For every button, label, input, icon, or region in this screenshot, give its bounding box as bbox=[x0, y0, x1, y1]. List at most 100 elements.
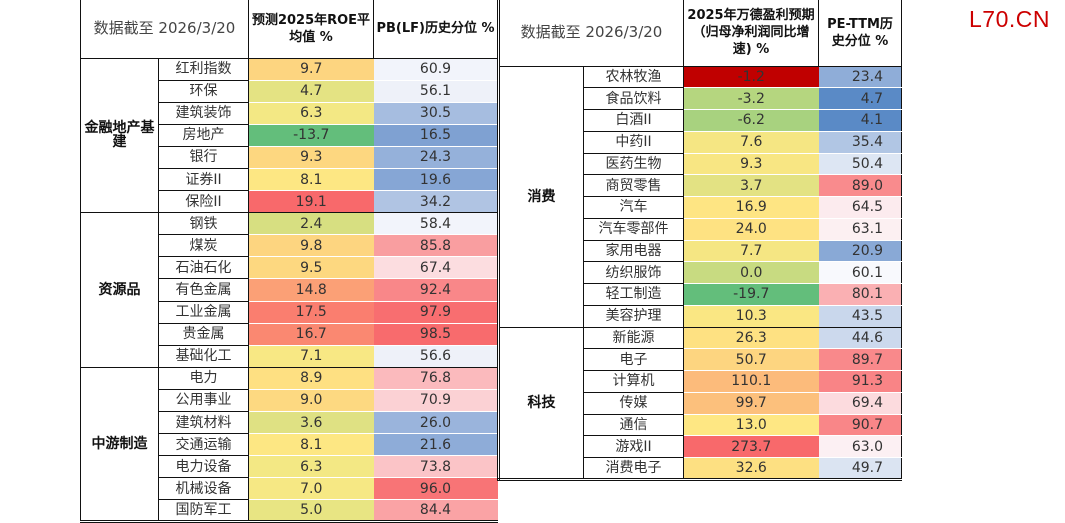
industry-name: 公用事业 bbox=[158, 389, 249, 413]
industry-name: 食品饮料 bbox=[583, 87, 684, 110]
table-row: 资源品 钢铁 2.4 58.4 bbox=[80, 212, 498, 368]
industry-name: 机械设备 bbox=[158, 477, 249, 501]
industry-name: 传媒 bbox=[583, 392, 684, 415]
table-row: 科技 新能源 26.3 44.6 bbox=[498, 327, 902, 480]
date-label: 数据截至 2026/3/20 bbox=[80, 0, 249, 59]
value-cell-growth: 273.7 bbox=[683, 435, 819, 458]
value-cell-pb: 76.8 bbox=[373, 367, 498, 390]
industry-name: 基础化工 bbox=[158, 345, 249, 368]
metric-header-2: PB(LF)历史分位 % bbox=[373, 0, 498, 59]
value-cell-pe: 63.1 bbox=[818, 218, 902, 240]
metric-header-1: 2025年万德盈利预期（归母净利润同比增速) % bbox=[683, 0, 819, 67]
value-cell-pb: 96.0 bbox=[373, 477, 498, 500]
industry-name: 纺织服饰 bbox=[583, 261, 684, 284]
watermark-logo: L70.CN bbox=[969, 6, 1050, 32]
industry-name: 建筑装饰 bbox=[158, 102, 249, 125]
value-cell-growth: -6.2 bbox=[683, 109, 819, 132]
table-row: 家用电器 7.7 20.9 bbox=[499, 240, 902, 263]
value-cell-pb: 97.9 bbox=[373, 301, 498, 324]
sector-group-label: 资源品 bbox=[80, 212, 159, 368]
value-cell-pb: 58.4 bbox=[373, 212, 498, 235]
value-cell-roe: 8.1 bbox=[248, 168, 374, 191]
value-cell-pb: 60.9 bbox=[373, 58, 498, 81]
value-cell-pe: 44.6 bbox=[818, 327, 902, 349]
industry-name: 环保 bbox=[158, 80, 249, 103]
table-row: 建筑材料 3.6 26.0 bbox=[81, 411, 498, 435]
industry-name: 游戏II bbox=[583, 435, 684, 458]
date-label: 数据截至 2026/3/20 bbox=[498, 0, 684, 67]
value-cell-pe: 49.7 bbox=[818, 457, 902, 480]
table-row: 美容护理 10.3 43.5 bbox=[499, 305, 902, 328]
industry-name: 农林牧渔 bbox=[583, 66, 684, 89]
value-cell-pb: 21.6 bbox=[373, 433, 498, 456]
value-cell-growth: 13.0 bbox=[683, 414, 819, 436]
table-row: 消费 农林牧渔 -1.2 23.4 bbox=[498, 66, 902, 328]
industry-name: 建筑材料 bbox=[158, 411, 249, 435]
industry-name: 石油石化 bbox=[158, 256, 249, 280]
industry-name: 美容护理 bbox=[583, 305, 684, 328]
industry-name: 工业金属 bbox=[158, 301, 249, 324]
table-row: 通信 13.0 90.7 bbox=[499, 414, 902, 437]
table-row: 食品饮料 -3.2 4.7 bbox=[499, 87, 902, 110]
table-row: 汽车 16.9 64.5 bbox=[499, 196, 902, 219]
industry-name: 消费电子 bbox=[583, 457, 684, 480]
table-row: 煤炭 9.8 85.8 bbox=[81, 234, 498, 258]
table-row: 中游制造 电力 8.9 76.8 bbox=[80, 367, 498, 523]
industry-name: 电子 bbox=[583, 348, 684, 371]
industry-name: 白酒II bbox=[583, 109, 684, 132]
value-cell-pe: 91.3 bbox=[818, 370, 902, 393]
value-cell-roe: 3.6 bbox=[248, 411, 374, 434]
industry-name: 电力 bbox=[158, 367, 249, 390]
header-row: 数据截至 2026/3/20 预测2025年ROE平均值 % PB(LF)历史分位 … bbox=[80, 0, 498, 59]
value-cell-pb: 70.9 bbox=[373, 389, 498, 412]
industry-name: 汽车 bbox=[583, 196, 684, 219]
value-cell-growth: 9.3 bbox=[683, 153, 819, 175]
value-cell-roe: 9.7 bbox=[248, 58, 374, 81]
value-cell-pb: 56.1 bbox=[373, 80, 498, 103]
industry-name: 保险II bbox=[158, 190, 249, 214]
industry-name: 轻工制造 bbox=[583, 283, 684, 306]
value-cell-roe: 8.1 bbox=[248, 433, 374, 456]
value-cell-pe: 23.4 bbox=[818, 66, 902, 88]
value-cell-pe: 43.5 bbox=[818, 305, 902, 328]
table-row: 金融地产基建 红利指数 9.7 60.9 bbox=[80, 58, 498, 214]
right-valuation-table: 数据截至 2026/3/20 2025年万德盈利预期（归母净利润同比增速) % PE… bbox=[497, 0, 902, 481]
table-row: 游戏II 273.7 63.0 bbox=[499, 435, 902, 458]
table-row: 基础化工 7.1 56.6 bbox=[81, 345, 498, 368]
table-row: 电子 50.7 89.7 bbox=[499, 348, 902, 371]
value-cell-pb: 16.5 bbox=[373, 124, 498, 147]
table-row: 汽车零部件 24.0 63.1 bbox=[499, 218, 902, 241]
value-cell-growth: 0.0 bbox=[683, 261, 819, 284]
value-cell-pe: 60.1 bbox=[818, 261, 902, 284]
value-cell-growth: 32.6 bbox=[683, 457, 819, 480]
value-cell-roe: 7.1 bbox=[248, 345, 374, 368]
value-cell-growth: 24.0 bbox=[683, 218, 819, 240]
table-row: 电力设备 6.3 73.8 bbox=[81, 455, 498, 479]
industry-name: 钢铁 bbox=[158, 212, 249, 236]
table-row: 消费电子 32.6 49.7 bbox=[499, 457, 902, 480]
industry-name: 电力设备 bbox=[158, 455, 249, 479]
industry-name: 房地产 bbox=[158, 124, 249, 147]
industry-name: 商贸零售 bbox=[583, 174, 684, 197]
value-cell-pb: 92.4 bbox=[373, 278, 498, 302]
industry-name: 国防军工 bbox=[158, 499, 249, 523]
industry-name: 汽车零部件 bbox=[583, 218, 684, 241]
value-cell-growth: 110.1 bbox=[683, 370, 819, 393]
sector-group-label: 科技 bbox=[498, 327, 584, 480]
industry-name: 贵金属 bbox=[158, 323, 249, 346]
table-row: 交通运输 8.1 21.6 bbox=[81, 433, 498, 457]
value-cell-pb: 19.6 bbox=[373, 168, 498, 191]
value-cell-roe: 14.8 bbox=[248, 278, 374, 302]
value-cell-pb: 67.4 bbox=[373, 256, 498, 279]
value-cell-growth: 7.7 bbox=[683, 240, 819, 262]
value-cell-pb: 98.5 bbox=[373, 323, 498, 346]
industry-name: 银行 bbox=[158, 146, 249, 169]
value-cell-pb: 85.8 bbox=[373, 234, 498, 257]
value-cell-pe: 35.4 bbox=[818, 131, 902, 153]
value-cell-pe: 90.7 bbox=[818, 414, 902, 436]
industry-name: 通信 bbox=[583, 414, 684, 437]
table-row: 银行 9.3 24.3 bbox=[81, 146, 498, 169]
value-cell-pe: 89.0 bbox=[818, 174, 902, 197]
table-row: 环保 4.7 56.1 bbox=[81, 80, 498, 103]
value-cell-pb: 34.2 bbox=[373, 190, 498, 214]
